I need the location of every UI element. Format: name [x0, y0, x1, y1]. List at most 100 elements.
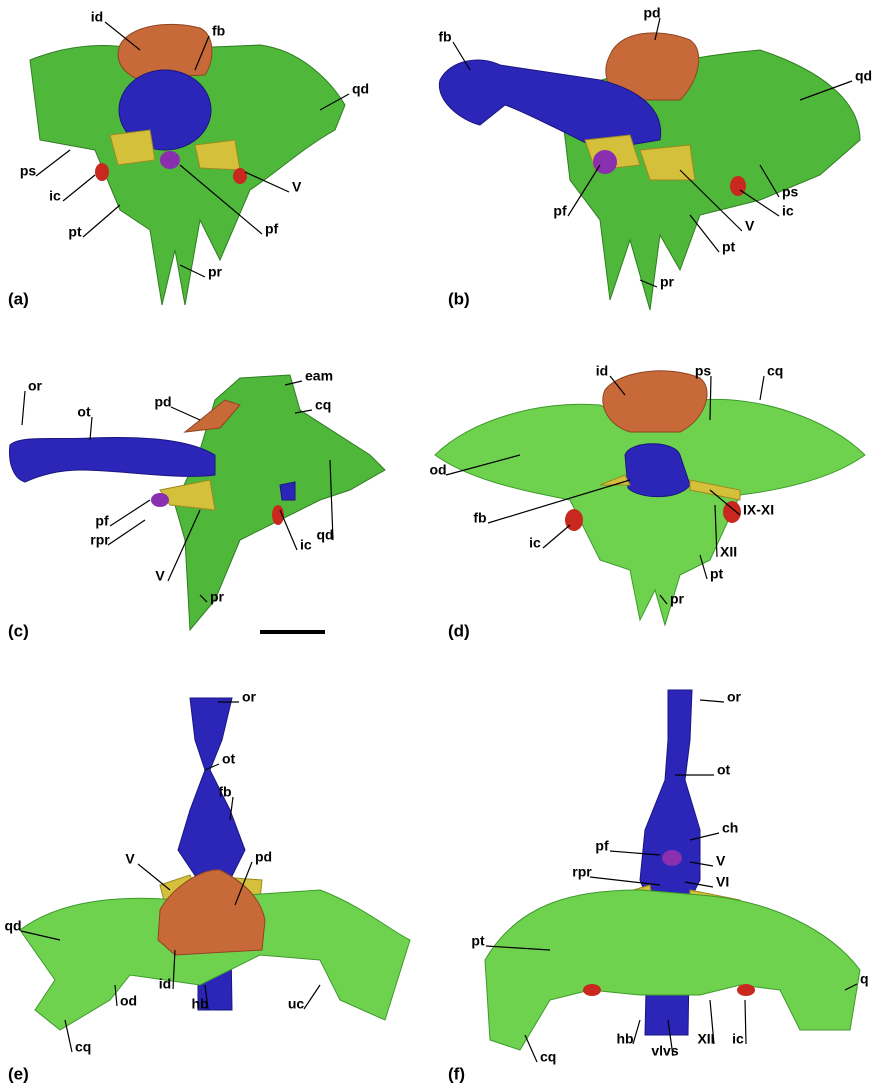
leader-line — [699, 699, 725, 703]
annotation: V — [716, 853, 726, 869]
leader-line — [689, 861, 714, 867]
annotation: pd — [154, 394, 171, 410]
annotation: fb — [218, 784, 231, 800]
leader-line — [204, 763, 220, 771]
annotation: pt — [710, 566, 724, 582]
annotation: VI — [716, 874, 729, 890]
annotation: q — [860, 971, 869, 987]
leader-line — [609, 375, 626, 396]
annotation: cq — [315, 397, 331, 413]
leader-line — [844, 983, 858, 991]
annotation: pr — [670, 591, 685, 607]
leader-line — [759, 164, 780, 198]
leader-line — [759, 375, 765, 401]
panel-label: (d) — [448, 621, 470, 640]
annotation: eam — [305, 368, 333, 384]
leader-line — [709, 375, 712, 421]
leader-line — [639, 279, 658, 288]
annotation: qd — [316, 527, 333, 543]
leader-line — [452, 41, 471, 71]
leader-line — [20, 930, 61, 941]
annotation: V — [292, 179, 302, 195]
annotation: od — [120, 993, 137, 1009]
annotation: pf — [265, 221, 279, 237]
leader-line — [329, 459, 334, 541]
leader-line — [487, 479, 631, 524]
annotation: or — [28, 378, 43, 394]
panel-a-render — [29, 23, 346, 306]
annotation: hb — [191, 996, 208, 1012]
leader-line — [542, 524, 571, 549]
annotation: uc — [288, 996, 305, 1012]
annotation: ot — [77, 404, 91, 420]
leader-line — [179, 164, 263, 235]
leader-line — [279, 509, 298, 551]
annotation: id — [91, 9, 103, 25]
leader-line — [204, 984, 209, 1010]
annotation: fb — [473, 510, 486, 526]
annotation: V — [745, 218, 755, 234]
leader-line — [739, 189, 780, 217]
panel-label: (e) — [8, 1064, 29, 1083]
annotation: pr — [210, 589, 225, 605]
leader-line — [684, 881, 714, 888]
leader-line — [709, 489, 741, 516]
leader-line — [194, 35, 210, 71]
annotation: id — [596, 363, 608, 379]
leader-line — [284, 380, 303, 386]
leader-line — [172, 949, 176, 990]
leader-line — [632, 1019, 641, 1045]
annotation: cq — [75, 1039, 91, 1055]
annotation: V — [125, 851, 135, 867]
leader-line — [89, 416, 93, 441]
leader-line — [445, 454, 521, 476]
leader-line — [294, 409, 313, 414]
leader-line — [744, 999, 747, 1045]
annotation: pr — [208, 264, 223, 280]
annotation: ic — [529, 535, 541, 551]
annotation: pf — [553, 203, 567, 219]
leader-line — [179, 264, 206, 278]
annotation: od — [429, 462, 446, 478]
annotation: pd — [643, 5, 660, 21]
annotation: cq — [767, 363, 783, 379]
annotation: or — [727, 689, 742, 705]
panel-label: (a) — [8, 289, 29, 308]
annotation: ps — [695, 363, 712, 379]
annotation: pf — [595, 838, 609, 854]
leader-line — [659, 594, 668, 605]
annotation: pd — [255, 849, 272, 865]
annotation: ot — [717, 762, 731, 778]
annotation: qd — [855, 68, 872, 84]
annotation: ps — [20, 163, 37, 179]
annotation: pt — [471, 933, 485, 949]
annotation: ic — [732, 1031, 744, 1047]
annotation: pt — [68, 224, 82, 240]
annotation: qd — [4, 918, 21, 934]
leader-line — [709, 999, 715, 1045]
panel-label: (f) — [448, 1064, 465, 1083]
leader-line — [524, 1034, 538, 1063]
leader-line — [799, 80, 853, 101]
leader-line — [167, 509, 201, 582]
annotation: hb — [616, 1031, 633, 1047]
leader-line — [64, 1019, 73, 1053]
annotation: id — [159, 976, 171, 992]
annotation: qd — [352, 81, 369, 97]
leader-line — [609, 850, 661, 856]
leader-line — [62, 174, 96, 202]
panel-b-render — [438, 32, 861, 311]
leader-line — [199, 594, 208, 603]
annotation: rpr — [572, 864, 592, 880]
leader-line — [229, 796, 234, 821]
annotation: ch — [722, 820, 738, 836]
leader-line — [114, 984, 118, 1007]
panel-f-render — [484, 689, 861, 1051]
leader-line — [35, 149, 71, 177]
annotation: pf — [95, 513, 109, 529]
annotation: IX-XI — [743, 502, 774, 518]
annotation: fb — [212, 23, 225, 39]
annotation: ot — [222, 751, 236, 767]
